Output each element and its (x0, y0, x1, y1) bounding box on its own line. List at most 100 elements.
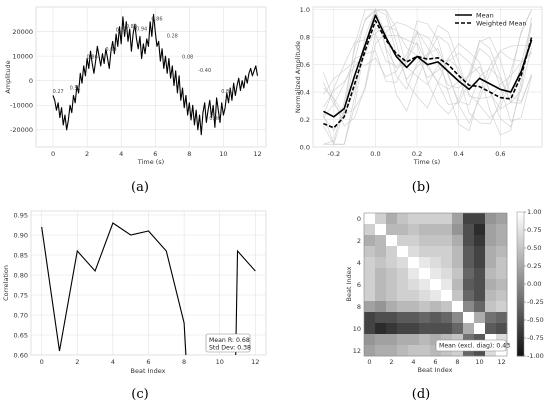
panel-a-xtick: 12 (253, 150, 261, 158)
heatmap-cell (408, 290, 420, 302)
panel-a-ytick: -10000 (10, 102, 33, 110)
panel-b-ytick: 0.4 (300, 88, 310, 96)
stats-box-frame (205, 333, 251, 353)
heatmap-cell (386, 290, 398, 302)
panel-b-ylabel: Normalized Amplitude (294, 41, 302, 113)
heatmap-cell (496, 235, 508, 247)
panel-b-xtick: 0.4 (454, 150, 464, 158)
panel-c-xtick: 10 (216, 358, 224, 366)
colorbar-segment (517, 221, 524, 225)
individual-beat-trace (323, 9, 532, 117)
heatmap-cell (441, 213, 453, 225)
panel-d-ylabel: Beat Index (345, 266, 353, 301)
colorbar-segment (517, 303, 524, 306)
heatmap-cell (441, 279, 453, 291)
heatmap-cell (375, 268, 387, 280)
heatmap-cell (408, 312, 420, 324)
heatmap-cell (386, 323, 398, 335)
heatmap-cell (430, 290, 442, 302)
colorbar-segment (517, 245, 524, 249)
heatmap-cell (496, 334, 508, 346)
heatmap-cell (430, 334, 442, 346)
panel-c-ytick: 0.90 (14, 231, 28, 239)
heatmap-cell (485, 235, 497, 247)
heatmap-cell (408, 279, 420, 291)
heatmap-cell (496, 279, 508, 291)
colorbar-segment (517, 291, 524, 294)
panel-c: 0 2 4 6 8 10 12 0.60 0.65 0.70 0.75 0.80 0.85 0.90 0.9… (2, 210, 267, 402)
colorbar-segment (517, 272, 524, 275)
individual-beat-trace (323, 20, 532, 118)
heatmap-cell (419, 235, 431, 247)
colorbar-segment (517, 312, 524, 316)
weighted-mean-line (323, 19, 533, 129)
heatmap-cell (474, 301, 486, 313)
heatmap-cell (364, 257, 376, 269)
colorbar-segment (517, 267, 524, 270)
heatmap-cell (419, 224, 431, 236)
mean-line (323, 14, 533, 118)
heatmap-cell (408, 213, 420, 225)
heatmap-cell (496, 257, 508, 269)
correlation-line (235, 249, 256, 356)
heatmap-cell (485, 323, 497, 335)
signal-line (52, 13, 259, 136)
individual-beat-trace (323, 27, 532, 115)
heatmap-cell (408, 224, 420, 236)
panel-d-ytick: 0 (357, 215, 361, 223)
panel-a-ylabel: Amplitude (4, 60, 12, 93)
heatmap-cell (419, 312, 431, 324)
heatmap-cell (430, 323, 442, 335)
heatmap-cell (485, 257, 497, 269)
heatmap-cell (419, 290, 431, 302)
panel-c-ytick: 0.95 (14, 211, 28, 219)
panel-c-ylabel: Correlation (2, 265, 10, 301)
stats-std-dev: Std Dev: 0.38 (209, 345, 251, 352)
panel-b-label: (b) (412, 180, 430, 195)
panel-a-ytick: 10000 (12, 52, 33, 60)
heatmap-cell (463, 334, 475, 346)
colorbar-tick-label: -0.25 (527, 298, 544, 306)
heatmap-cell (408, 323, 420, 335)
heatmap-cell (397, 345, 409, 357)
heatmap-cell (452, 224, 464, 236)
heatmap-cell (419, 345, 431, 357)
heatmap-cell (441, 323, 453, 335)
heatmap-cell (386, 224, 398, 236)
colorbar-segment (517, 348, 524, 352)
correlation-line (41, 222, 187, 356)
heatmap-cell (408, 268, 420, 280)
heatmap-cell (419, 301, 431, 313)
panel-a-ytick: -20000 (10, 126, 33, 134)
panel-b-xtick: 0.0 (370, 150, 380, 158)
panel-d-stat-box: Mean (excl. diag): 0.43 (435, 339, 510, 352)
correlation-annotation: 0.22 (116, 28, 127, 34)
heatmap-cell (452, 323, 464, 335)
stats-mean-r: Mean R: 0.68 (209, 337, 250, 344)
colorbar-segment (517, 255, 524, 258)
colorbar-segment (517, 231, 524, 234)
correlation-annotation: 0.28 (167, 34, 178, 40)
panel-b-xtick: 0.2 (412, 150, 422, 158)
correlation-annotation: 0.80 (105, 47, 116, 53)
panel-d-ytick: 12 (353, 347, 361, 355)
heatmap-cell (386, 312, 398, 324)
colorbar-segment (517, 243, 524, 246)
colorbar-segment (517, 341, 524, 345)
heatmap-cell (364, 279, 376, 291)
heatmap-cell (441, 246, 453, 258)
panel-b-ytick: 0.0 (300, 143, 310, 151)
colorbar-segment (517, 276, 524, 280)
colorbar-tick-label: 0.25 (527, 262, 541, 270)
heatmap-cell (430, 279, 442, 291)
heatmap-cell (496, 213, 508, 225)
panel-d-ytick: 4 (357, 259, 361, 267)
colorbar-segment (517, 240, 524, 244)
heatmap-cell (397, 301, 409, 313)
colorbar-segment (517, 344, 524, 347)
panel-c-ytick: 0.65 (14, 331, 28, 339)
heatmap-cell (485, 312, 497, 324)
heatmap-cell (386, 257, 398, 269)
heatmap-cell (386, 334, 398, 346)
heatmap-cell (474, 312, 486, 324)
